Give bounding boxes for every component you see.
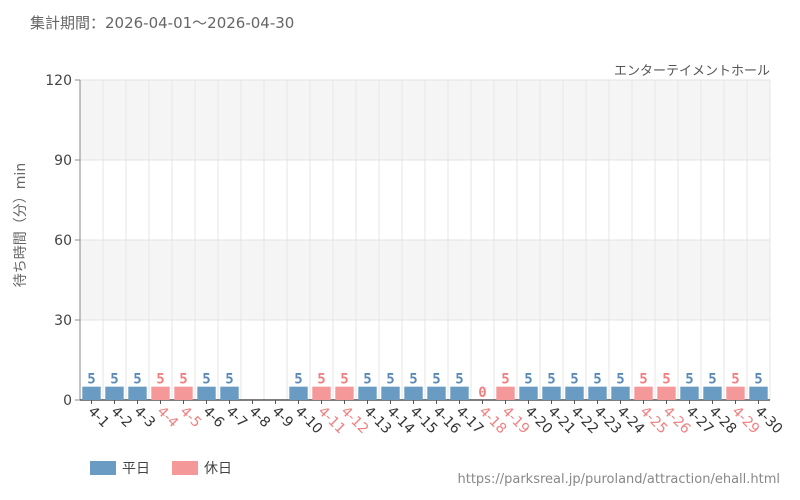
bar-4-22 [565, 386, 584, 400]
data-label-4-14: 5 [386, 372, 394, 388]
data-label-4-26: 5 [662, 372, 670, 388]
x-tick-label-4-4: 4-4 [154, 404, 182, 432]
data-label-4-21: 5 [547, 372, 555, 388]
data-label-4-30: 5 [754, 372, 762, 388]
bar-4-11 [312, 386, 331, 400]
y-tick-label: 60 [54, 233, 72, 249]
x-tick-label-4-6: 4-6 [200, 404, 228, 432]
bar-4-16 [427, 386, 446, 400]
data-label-4-28: 5 [708, 372, 716, 388]
data-label-4-5: 5 [179, 372, 187, 388]
y-tick-label: 120 [45, 73, 72, 89]
bar-4-24 [611, 386, 630, 400]
data-label-4-13: 5 [363, 372, 371, 388]
bar-4-5 [174, 386, 193, 400]
legend-swatch-weekday [90, 461, 116, 475]
x-tick-label-4-8: 4-8 [246, 404, 273, 431]
period-label: 集計期間：2026-04-01～2026-04-30 [30, 14, 295, 32]
legend-label-holiday: 休日 [204, 461, 232, 477]
legend-label-weekday: 平日 [122, 461, 150, 477]
bar-4-19 [496, 386, 515, 400]
bar-4-2 [105, 386, 124, 400]
bar-4-4 [151, 386, 170, 400]
bar-4-14 [381, 386, 400, 400]
data-label-4-29: 5 [731, 372, 739, 388]
source-url: https://parksreal.jp/puroland/attraction… [457, 472, 781, 487]
data-label-4-2: 5 [110, 372, 118, 388]
data-label-4-10: 5 [294, 372, 302, 388]
bar-4-20 [519, 386, 538, 400]
y-tick-label: 30 [54, 313, 72, 329]
bar-4-30 [749, 386, 768, 400]
data-label-4-23: 5 [593, 372, 601, 388]
data-label-4-24: 5 [616, 372, 624, 388]
x-tick-label-4-9: 4-9 [269, 404, 296, 431]
data-label-4-7: 5 [225, 372, 233, 388]
bar-4-10 [289, 386, 308, 400]
bar-4-6 [197, 386, 216, 400]
bar-4-3 [128, 386, 147, 400]
bar-4-7 [220, 386, 239, 400]
bar-4-29 [726, 386, 745, 400]
data-label-4-6: 5 [202, 372, 210, 388]
bar-4-28 [703, 386, 722, 400]
data-label-4-17: 5 [455, 372, 463, 388]
bar-4-13 [358, 386, 377, 400]
data-label-4-25: 5 [639, 372, 647, 388]
legend-swatch-holiday [172, 461, 198, 475]
data-label-4-12: 5 [340, 372, 348, 388]
x-tick-label-4-3: 4-3 [131, 404, 158, 431]
bar-4-26 [657, 386, 676, 400]
bar-4-23 [588, 386, 607, 400]
data-label-4-20: 5 [524, 372, 532, 388]
y-tick-label: 90 [54, 153, 72, 169]
legend: 平日 休日 [90, 458, 232, 478]
y-tick-label: 0 [63, 393, 72, 409]
data-label-4-15: 5 [409, 372, 417, 388]
data-label-4-3: 5 [133, 372, 141, 388]
x-tick-label-4-2: 4-2 [108, 404, 135, 431]
bar-4-1 [82, 386, 101, 400]
bar-4-27 [680, 386, 699, 400]
legend-item-holiday: 休日 [172, 458, 232, 478]
legend-item-weekday: 平日 [90, 458, 150, 478]
data-label-4-11: 5 [317, 372, 325, 388]
data-label-4-27: 5 [685, 372, 693, 388]
bar-4-17 [450, 386, 469, 400]
x-tick-label-4-7: 4-7 [223, 404, 250, 431]
data-label-4-18: 0 [478, 385, 486, 401]
chart-title: エンターテイメントホール [613, 64, 770, 79]
bar-4-12 [335, 386, 354, 400]
data-label-4-4: 5 [156, 372, 164, 388]
data-label-4-19: 5 [501, 372, 509, 388]
data-label-4-1: 5 [87, 372, 95, 388]
bar-4-15 [404, 386, 423, 400]
data-label-4-22: 5 [570, 372, 578, 388]
x-tick-label-4-5: 4-5 [177, 404, 204, 431]
x-tick-label-4-1: 4-1 [85, 404, 112, 431]
data-label-4-16: 5 [432, 372, 440, 388]
bar-4-25 [634, 386, 653, 400]
bar-4-21 [542, 386, 561, 400]
